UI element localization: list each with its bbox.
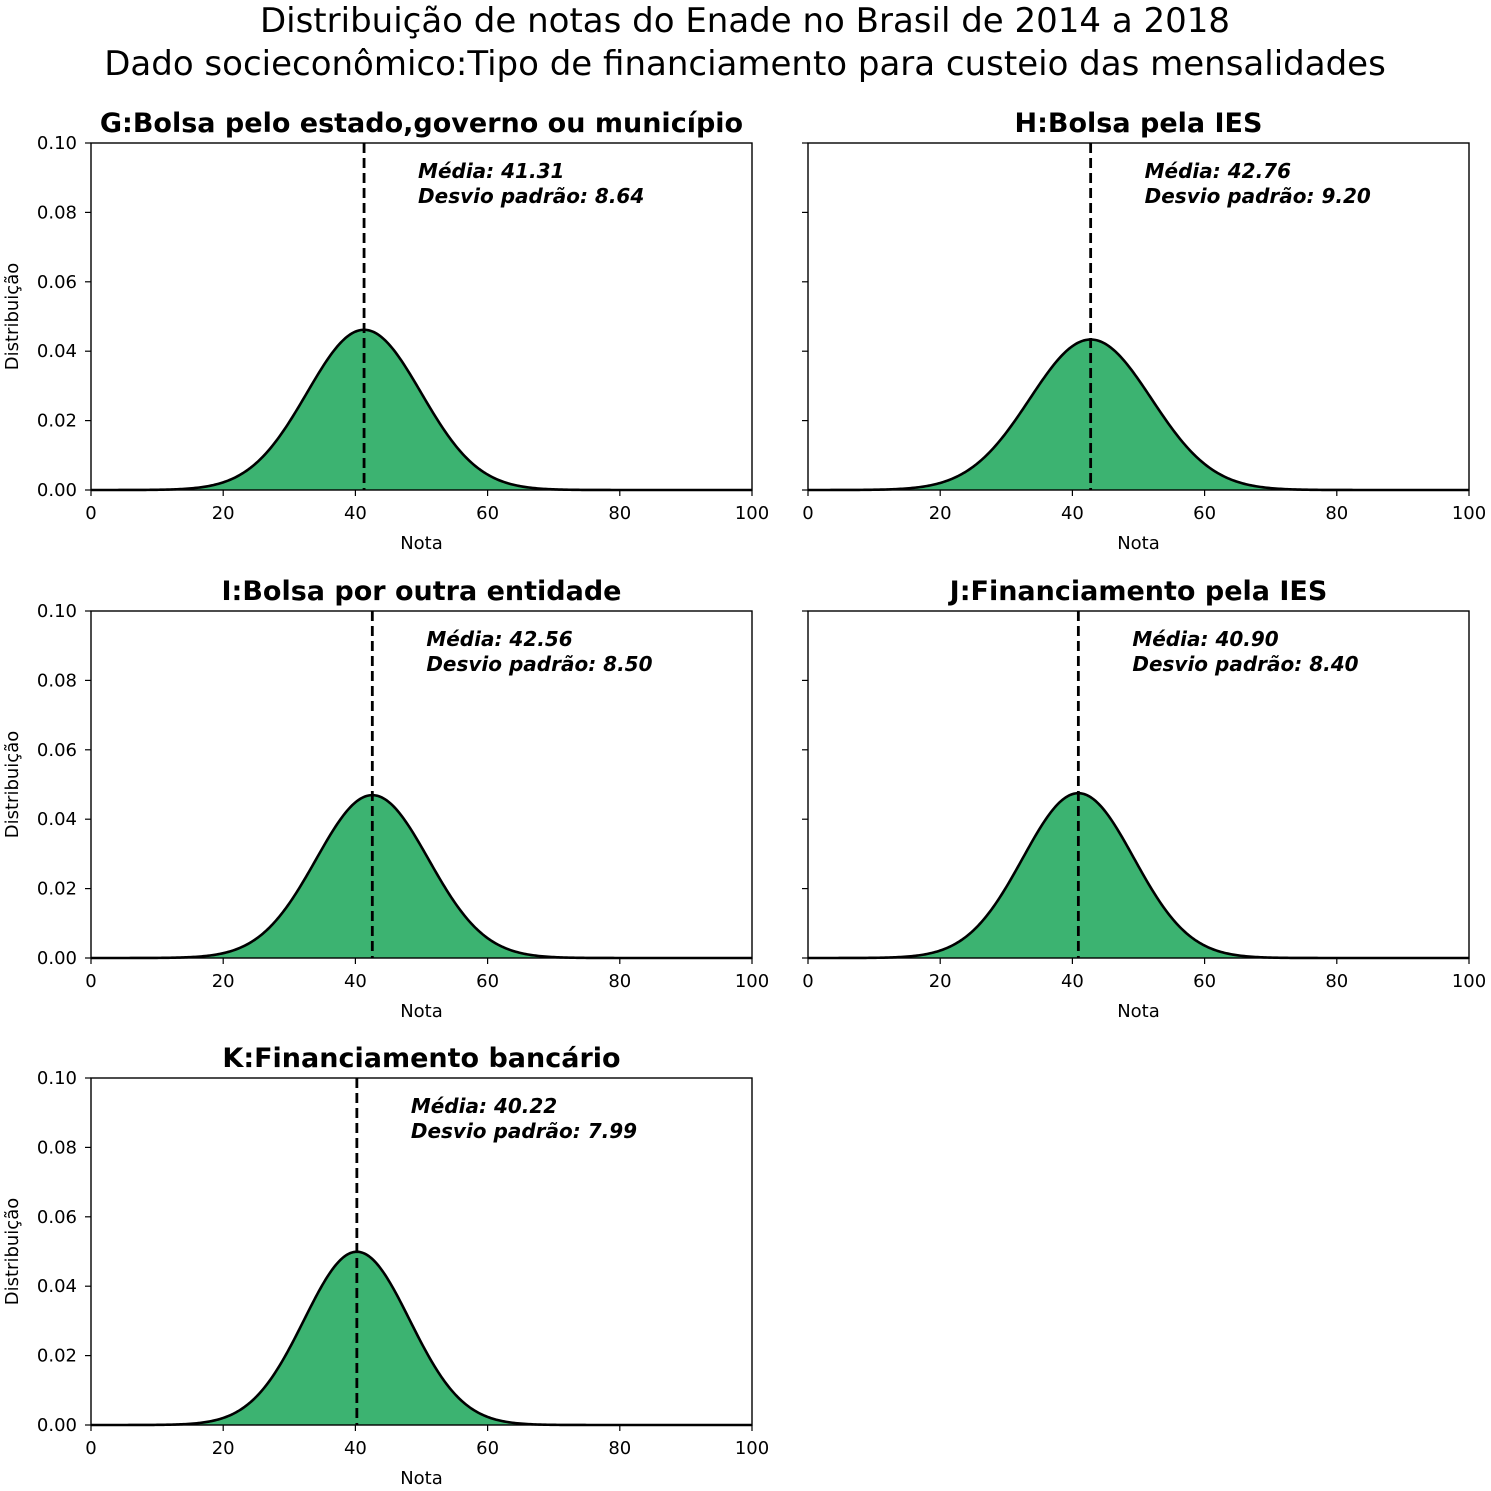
panels: 0 20 40 60 80 100 0.00 0.02 0.04 0.06 0.08 0.10 G:Bo… <box>2 108 1486 1489</box>
density-area <box>91 795 752 958</box>
x-tick-label: 60 <box>476 1438 499 1459</box>
y-tick-label: 0.02 <box>37 879 77 900</box>
x-tick-label: 40 <box>1061 503 1084 524</box>
x-axis-label: Nota <box>1117 1001 1160 1022</box>
axes-frame <box>90 1077 753 1426</box>
x-tick-label: 80 <box>1325 503 1348 524</box>
y-tick-label: 0.04 <box>37 809 77 830</box>
annotation-std: Desvio padrão: 8.50 <box>426 652 652 676</box>
annotation-mean: Média: 41.31 <box>418 159 564 183</box>
y-tick-label: 0.10 <box>37 1068 77 1089</box>
annotation-mean: Média: 42.56 <box>426 627 572 651</box>
y-tick-label: 0.10 <box>37 133 77 154</box>
x-tick-label: 40 <box>344 503 367 524</box>
y-tick-label: 0.04 <box>37 341 77 362</box>
density-area <box>91 1251 752 1425</box>
y-tick-label: 0.06 <box>37 1207 77 1228</box>
x-tick-label: 0 <box>85 503 96 524</box>
panel-1: 0 20 40 60 80 100 0.00 0.02 0.04 0.06 0.08 0.10 G:Bo… <box>2 108 769 554</box>
x-tick-label: 40 <box>344 1438 367 1459</box>
annotation-mean: Média: 40.22 <box>411 1094 557 1118</box>
x-tick-label: 100 <box>1452 971 1486 992</box>
x-tick-label: 60 <box>476 971 499 992</box>
density-area <box>91 329 752 490</box>
x-tick-label: 20 <box>212 1438 235 1459</box>
panel-3: 0 20 40 60 80 100 0.00 0.02 0.04 0.06 0.08 0.10 I:Bo… <box>2 576 769 1022</box>
y-tick-label: 0.08 <box>37 202 77 223</box>
x-tick-label: 0 <box>85 971 96 992</box>
x-tick-label: 40 <box>344 971 367 992</box>
x-tick-label: 0 <box>802 503 813 524</box>
y-tick-label: 0.06 <box>37 740 77 761</box>
panel-title: H:Bolsa pela IES <box>1015 108 1263 139</box>
annotation-std: Desvio padrão: 8.40 <box>1132 652 1358 676</box>
x-tick-label: 0 <box>802 971 813 992</box>
y-tick-label: 0.00 <box>37 948 77 969</box>
x-axis-label: Nota <box>1117 533 1160 554</box>
x-tick-label: 20 <box>929 971 952 992</box>
density-area <box>808 339 1469 490</box>
y-tick-label: 0.08 <box>37 670 77 691</box>
figure-title-line1: Distribuição de notas do Enade no Brasil… <box>260 1 1230 41</box>
panel-2: 0 20 40 60 80 100 H:Bolsa pela IES Nota Média: 4… <box>802 108 1486 554</box>
x-tick-label: 100 <box>735 503 769 524</box>
x-axis-label: Nota <box>400 1468 443 1489</box>
annotation-mean: Média: 42.76 <box>1145 159 1291 183</box>
density-area <box>808 793 1469 958</box>
y-tick-label: 0.00 <box>37 480 77 501</box>
x-axis-label: Nota <box>400 533 443 554</box>
panel-title: K:Financiamento bancário <box>222 1043 620 1074</box>
x-tick-label: 60 <box>1193 503 1216 524</box>
y-tick-label: 0.08 <box>37 1137 77 1158</box>
x-tick-label: 80 <box>1325 971 1348 992</box>
y-tick-label: 0.06 <box>37 272 77 293</box>
x-tick-label: 80 <box>608 1438 631 1459</box>
panel-title: J:Financiamento pela IES <box>948 576 1328 607</box>
annotation-std: Desvio padrão: 7.99 <box>411 1119 637 1143</box>
x-tick-label: 80 <box>608 503 631 524</box>
x-tick-label: 40 <box>1061 971 1084 992</box>
y-tick-label: 0.02 <box>37 411 77 432</box>
panel-title: G:Bolsa pelo estado,governo ou município <box>100 108 743 139</box>
y-axis-label: Distribuição <box>2 1198 23 1305</box>
x-tick-label: 20 <box>212 503 235 524</box>
annotation-mean: Média: 40.90 <box>1132 627 1278 651</box>
x-tick-label: 20 <box>212 971 235 992</box>
x-tick-label: 20 <box>929 503 952 524</box>
x-tick-label: 60 <box>1193 971 1216 992</box>
y-tick-label: 0.10 <box>37 601 77 622</box>
x-axis-label: Nota <box>400 1001 443 1022</box>
axes-frame <box>807 610 1470 959</box>
panel-4: 0 20 40 60 80 100 J:Financiamento pela IES Nota… <box>802 576 1486 1022</box>
x-tick-label: 0 <box>85 1438 96 1459</box>
y-axis-label: Distribuição <box>2 731 23 838</box>
annotation-std: Desvio padrão: 9.20 <box>1145 184 1371 208</box>
x-tick-label: 100 <box>735 971 769 992</box>
x-tick-label: 100 <box>1452 503 1486 524</box>
y-tick-label: 0.04 <box>37 1276 77 1297</box>
axes-frame <box>90 142 753 491</box>
figure-title-line2: Dado socieconômico:Tipo de financiamento… <box>104 44 1386 84</box>
x-tick-label: 60 <box>476 503 499 524</box>
x-tick-label: 100 <box>735 1438 769 1459</box>
y-tick-label: 0.00 <box>37 1415 77 1436</box>
axes-frame <box>807 142 1470 491</box>
y-axis-label: Distribuição <box>2 263 23 370</box>
axes-frame <box>90 610 753 959</box>
panel-5: 0 20 40 60 80 100 0.00 0.02 0.04 0.06 0.08 0.10 K:Fi… <box>2 1043 769 1489</box>
annotation-std: Desvio padrão: 8.64 <box>418 184 644 208</box>
y-tick-label: 0.02 <box>37 1346 77 1367</box>
panel-title: I:Bolsa por outra entidade <box>221 576 621 607</box>
x-tick-label: 80 <box>608 971 631 992</box>
